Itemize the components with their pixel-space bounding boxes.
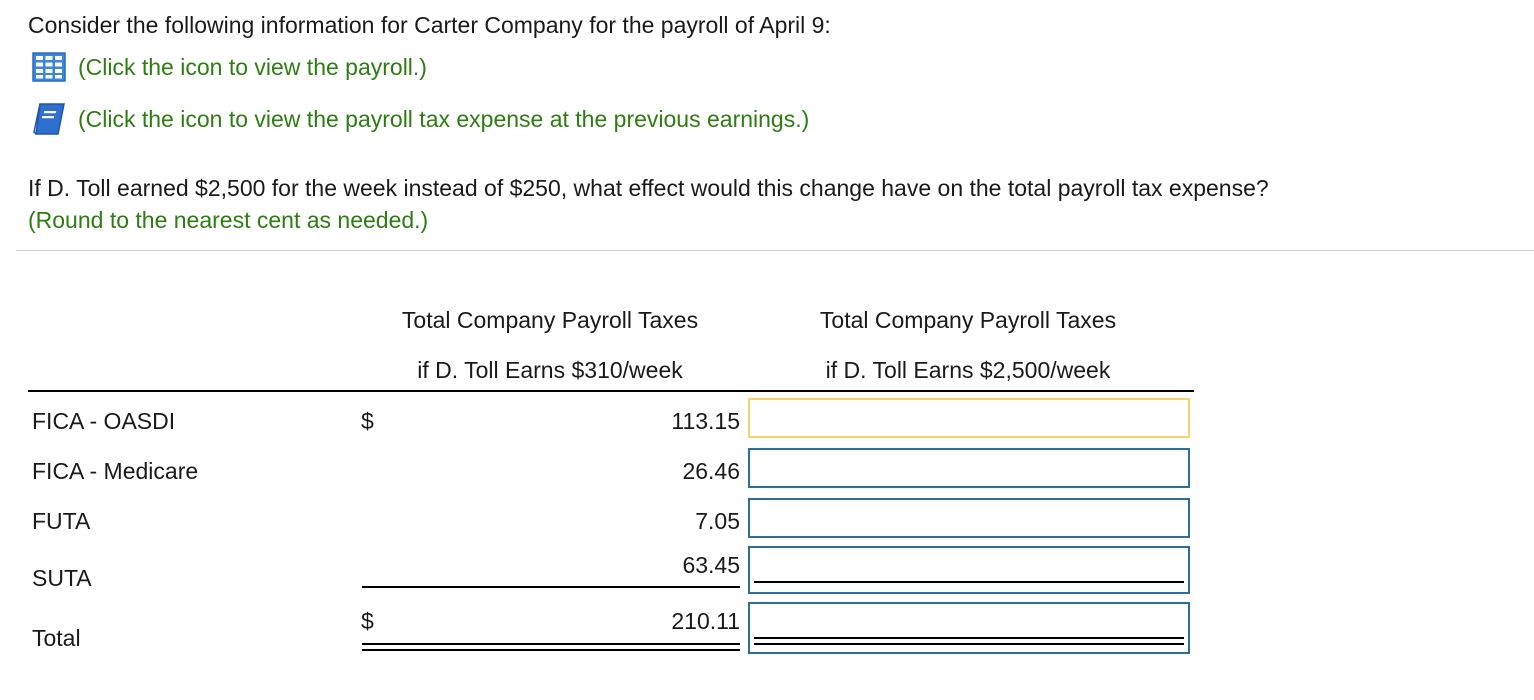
view-previous-tax-expense-link-text[interactable]: (Click the icon to view the payroll tax … <box>78 105 810 132</box>
header-rule <box>28 390 1194 392</box>
answer-total-double-rule <box>754 637 1184 645</box>
value-fica-oasdi: 113.15 <box>671 408 740 434</box>
answer-input-suta[interactable] <box>748 546 1190 594</box>
row-label-total: Total <box>32 625 81 651</box>
answer-input-futa[interactable] <box>748 498 1190 538</box>
col2-header-line1: Total Company Payroll Taxes <box>819 307 1117 333</box>
question-text: If D. Toll earned $2,500 for the week in… <box>28 175 1269 201</box>
answer-subtotal-rule <box>754 581 1184 583</box>
value-suta: 63.45 <box>682 552 740 578</box>
value-futa: 7.05 <box>695 508 740 534</box>
view-payroll-link[interactable]: (Click the icon to view the payroll.) <box>32 50 427 84</box>
table-icon[interactable] <box>32 50 70 84</box>
value-total: 210.11 <box>671 608 740 634</box>
value-fica-medicare: 26.46 <box>682 458 740 484</box>
dollar-sign: $ <box>361 408 374 434</box>
dollar-sign: $ <box>361 608 374 634</box>
row-label-futa: FUTA <box>32 508 91 534</box>
row-label-fica-oasdi: FICA - OASDI <box>32 408 176 434</box>
view-payroll-link-text[interactable]: (Click the icon to view the payroll.) <box>78 53 427 80</box>
subtotal-rule <box>362 586 740 588</box>
answer-input-total[interactable] <box>748 602 1190 654</box>
answer-input-fica-oasdi[interactable] <box>748 398 1190 438</box>
problem-intro: Consider the following information for C… <box>28 12 831 38</box>
rounding-hint: (Round to the nearest cent as needed.) <box>28 207 429 233</box>
col1-header-line2: if D. Toll Earns $310/week <box>417 357 683 383</box>
col1-header-line1: Total Company Payroll Taxes <box>401 307 699 333</box>
view-previous-tax-expense-link[interactable]: (Click the icon to view the payroll tax … <box>32 102 809 136</box>
row-label-suta: SUTA <box>32 565 92 591</box>
section-divider <box>16 250 1534 251</box>
book-icon[interactable] <box>32 102 70 136</box>
col2-header-line2: if D. Toll Earns $2,500/week <box>825 357 1111 383</box>
row-label-fica-medicare: FICA - Medicare <box>32 458 199 484</box>
total-double-rule <box>362 643 740 651</box>
answer-input-fica-medicare[interactable] <box>748 448 1190 488</box>
